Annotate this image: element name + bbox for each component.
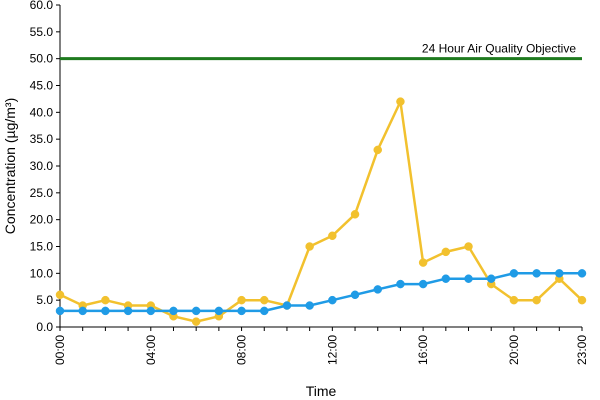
series-1-point bbox=[441, 247, 451, 257]
series-2-point bbox=[555, 269, 564, 278]
series-2-point bbox=[328, 295, 337, 305]
series-1-point bbox=[237, 295, 246, 305]
series-1-point bbox=[191, 317, 201, 326]
x-tick-label: 08:00 bbox=[235, 335, 249, 365]
reference-line-group: 24 Hour Air Quality Objective bbox=[60, 42, 582, 61]
y-tick-label: 40.0 bbox=[30, 105, 54, 119]
x-tick-label: 23:00 bbox=[575, 335, 589, 365]
series-1-point bbox=[328, 231, 337, 241]
x-tick-label: 16:00 bbox=[416, 335, 430, 365]
series-2-point bbox=[577, 269, 587, 278]
series-2-point bbox=[532, 269, 541, 278]
series-1-point bbox=[418, 258, 428, 267]
reference-line-label: 24 Hour Air Quality Objective bbox=[422, 42, 576, 56]
y-tick-label: 55.0 bbox=[30, 25, 54, 39]
series-1-point bbox=[532, 295, 541, 305]
series-2-point bbox=[441, 274, 451, 283]
x-axis-title: Time bbox=[306, 383, 337, 399]
series-1-point bbox=[350, 210, 360, 219]
y-tick-label: 25.0 bbox=[30, 186, 54, 200]
series-2-point bbox=[55, 306, 65, 316]
series-1-point bbox=[305, 242, 314, 251]
series-2-point bbox=[214, 306, 224, 316]
series-2-point bbox=[373, 285, 382, 294]
series-2-point bbox=[350, 290, 360, 300]
series-2-point bbox=[101, 306, 110, 316]
series-1-point bbox=[55, 290, 65, 300]
series-group bbox=[55, 97, 587, 326]
series-2-point bbox=[509, 269, 519, 278]
y-tick-label: 45.0 bbox=[30, 79, 54, 93]
y-tick-label: 15.0 bbox=[30, 240, 54, 254]
y-axis-title: Concentration (µg/m³) bbox=[2, 98, 18, 234]
series-1-point bbox=[373, 145, 382, 155]
x-tick-label: 00:00 bbox=[53, 335, 67, 365]
x-tick-label: 04:00 bbox=[144, 335, 158, 365]
y-tick-label: 10.0 bbox=[30, 266, 54, 280]
series-2-point bbox=[464, 274, 473, 283]
series-2-point bbox=[260, 306, 269, 316]
series-1-line bbox=[59, 100, 583, 323]
y-tick-label: 5.0 bbox=[36, 293, 53, 307]
y-tick-label: 20.0 bbox=[30, 213, 54, 227]
series-2-point bbox=[146, 306, 156, 316]
series-2-point bbox=[237, 306, 246, 316]
series-2-point bbox=[191, 306, 201, 316]
y-tick-label: 60.0 bbox=[30, 0, 54, 12]
series-2-point bbox=[78, 306, 87, 316]
series-1-point bbox=[260, 295, 269, 305]
series-1-point bbox=[577, 295, 587, 305]
series-2-point bbox=[169, 306, 178, 316]
series-2-point bbox=[305, 301, 314, 310]
series-1-point bbox=[396, 97, 405, 106]
x-tick-label: 12:00 bbox=[325, 335, 339, 365]
series-2-point bbox=[418, 279, 428, 289]
series-2-point bbox=[123, 306, 133, 316]
series-1-point bbox=[101, 295, 110, 305]
y-tick-label: 35.0 bbox=[30, 132, 54, 146]
y-tick-label: 50.0 bbox=[30, 52, 54, 66]
y-tick-label: 0.0 bbox=[36, 320, 53, 334]
series-2-point bbox=[486, 274, 496, 283]
axes: 0.0 5.0 10.0 15.0 20.0 25.0 30.0 35.0 40.0 45.0 50… bbox=[30, 0, 589, 365]
x-tick-label: 20:00 bbox=[507, 335, 521, 365]
series-1-point bbox=[464, 242, 473, 251]
series-2-point bbox=[282, 301, 292, 310]
y-tick-label: 30.0 bbox=[30, 159, 54, 173]
series-2-point bbox=[396, 279, 405, 289]
series-1-point bbox=[509, 295, 519, 305]
